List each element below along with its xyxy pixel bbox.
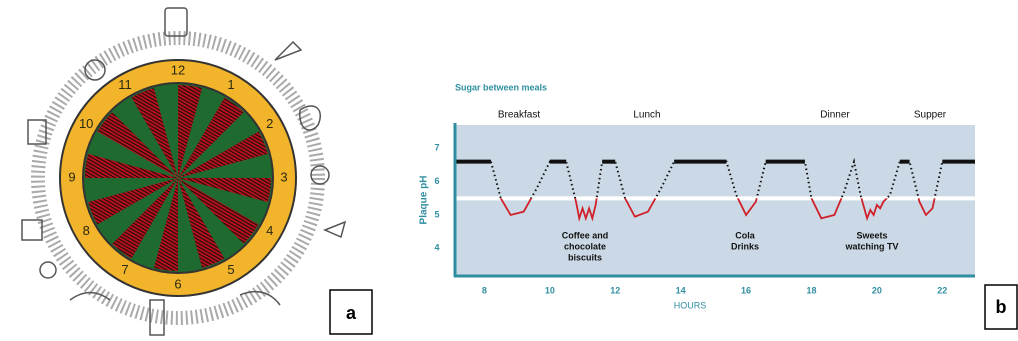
x-tick-label: 10 (545, 285, 555, 295)
red-wedge (131, 88, 178, 178)
red-wedge (178, 131, 268, 178)
label-box (984, 284, 1018, 330)
ph-curve-acid (499, 198, 936, 222)
clock-number: 12 (171, 62, 185, 77)
meal-label: Breakfast (498, 110, 540, 121)
red-wedge (178, 97, 244, 178)
red-wedge (178, 178, 272, 203)
red-wedge (97, 112, 178, 178)
y-axis-label: Plaque pH (419, 176, 430, 225)
x-tick-label: 8 (482, 285, 487, 295)
clock-number: 9 (68, 169, 75, 184)
clock-number: 4 (266, 223, 273, 238)
speckle-ring (31, 31, 325, 325)
clock-number: 7 (121, 262, 128, 277)
wedges (85, 85, 272, 271)
red-wedge (112, 178, 178, 259)
clock-number: 5 (227, 262, 234, 277)
clock-number: 10 (79, 116, 93, 131)
red-wedge (85, 153, 178, 178)
annotation: chocolate (564, 241, 606, 251)
x-tick-label: 12 (610, 285, 620, 295)
y-tick-label: 5 (434, 209, 439, 219)
x-axis-label: HOURS (674, 300, 707, 310)
clock-number: 2 (266, 116, 273, 131)
annotation: Cola (735, 230, 755, 240)
food-doodles (21, 7, 347, 336)
x-tick-label: 16 (741, 285, 751, 295)
clock-number: 8 (83, 223, 90, 238)
red-wedge (178, 178, 225, 268)
annotation: biscuits (568, 252, 602, 262)
x-tick-label: 18 (806, 285, 816, 295)
panel-label: b (996, 297, 1007, 317)
label-box (329, 289, 373, 335)
meal-label: Supper (914, 110, 947, 121)
clock-number: 1 (227, 77, 234, 92)
red-wedge (178, 178, 259, 244)
x-tick-label: 22 (937, 285, 947, 295)
meal-label: Lunch (633, 110, 660, 121)
annotation: Drinks (731, 241, 759, 251)
x-tick-label: 14 (676, 285, 686, 295)
y-tick-label: 7 (434, 143, 439, 153)
meal-label: Dinner (820, 110, 850, 121)
annotation: Coffee and (562, 230, 609, 240)
red-wedge (153, 178, 178, 271)
ph-chart: 4 5 6 7 8 10 12 14 16 18 20 22 Breakfast Lunch Dinner S… (434, 110, 975, 295)
panel-label: a (346, 303, 357, 323)
annotation: watching TV (844, 241, 898, 251)
y-tick-label: 6 (434, 176, 439, 186)
y-tick-label: 4 (434, 243, 439, 253)
chart-title: Sugar between meals (455, 82, 547, 92)
annotation: Sweets (856, 230, 887, 240)
clock-number: 3 (280, 169, 287, 184)
red-wedge (178, 85, 203, 178)
x-tick-label: 20 (872, 285, 882, 295)
red-wedge (88, 178, 178, 225)
clock-number: 11 (118, 77, 132, 92)
clock-number: 6 (174, 276, 181, 291)
